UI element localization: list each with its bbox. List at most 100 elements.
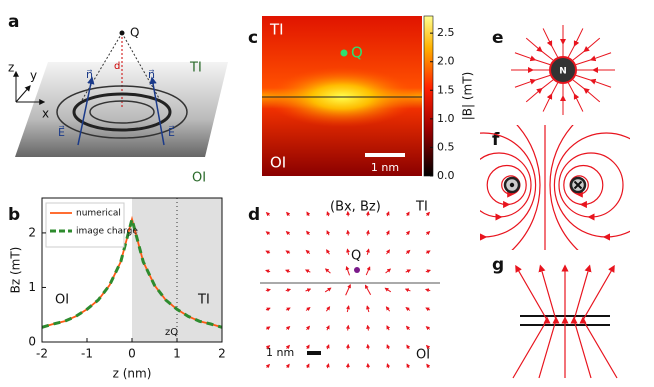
region-label: TI <box>415 200 428 215</box>
y-tick-label: 1 <box>28 280 36 294</box>
x-tick-label: -2 <box>36 347 48 361</box>
field-arrow <box>405 325 411 331</box>
colorbar-tick-label: 1.5 <box>437 83 455 96</box>
legend <box>45 202 125 248</box>
pole-label: N <box>559 67 567 77</box>
field-line <box>514 52 551 66</box>
field-arrow <box>305 363 310 369</box>
normal-label: n⃗ <box>86 68 93 81</box>
legend-label: numerical <box>76 209 121 219</box>
field-arrow <box>325 306 331 312</box>
field-arrow <box>305 288 312 293</box>
axis-label: x <box>42 107 49 121</box>
field-arrow <box>265 288 271 293</box>
x-tick-label: 2 <box>218 347 226 361</box>
field-arrow <box>425 250 431 255</box>
field-arrow <box>345 324 350 331</box>
normal-label: n⃗ <box>148 68 155 81</box>
legend-label: image charge <box>76 227 138 237</box>
field-arrow <box>386 249 390 255</box>
field-line <box>538 264 560 379</box>
region-label: TI <box>197 293 210 308</box>
panel-label: a <box>8 12 19 32</box>
field-arrow <box>285 269 291 274</box>
field-arrow <box>366 324 371 331</box>
normal-arrow <box>149 76 165 146</box>
field-arrow <box>425 344 431 350</box>
field-label: E⃗ <box>58 125 65 139</box>
field-arrow <box>364 284 372 296</box>
panel-b: b zQ OI TI numerical image charge -2 -1 0 1 2 0 1 2 z … <box>8 197 226 381</box>
wire-cross <box>573 180 583 190</box>
colorbar-tick-label: 2.5 <box>437 26 455 39</box>
field-arrow <box>325 363 330 369</box>
field-label: E⃗ <box>168 125 175 139</box>
field-arrow <box>285 230 291 236</box>
field-arrow <box>405 269 412 274</box>
charge-label: Q <box>130 26 139 40</box>
field-arrow <box>425 269 431 274</box>
field-arrow <box>385 306 391 312</box>
panel-a: a Q d n⃗ n⃗ E⃗ E⃗ z y x TI OI <box>8 12 228 186</box>
series-line <box>41 215 223 329</box>
x-tick-label: 1 <box>173 347 181 361</box>
title: (Bx, Bz) <box>330 200 381 215</box>
field-line <box>567 82 584 112</box>
panel-label: g <box>492 255 504 275</box>
field-arrow <box>285 344 290 350</box>
plane <box>15 62 228 157</box>
field-arrow <box>285 307 291 312</box>
charge <box>354 267 360 273</box>
region-label: TI <box>189 61 202 76</box>
y-tick-label: 2 <box>28 225 36 239</box>
colorbar-tick-label: 0.5 <box>437 140 455 153</box>
field-arrow <box>424 288 431 293</box>
normal-arrow <box>77 76 95 146</box>
y-tick-label: 0 <box>28 335 36 349</box>
field-arrow <box>426 363 431 369</box>
region-label: OI <box>55 293 69 308</box>
field-arrow <box>384 287 392 293</box>
field-line <box>542 28 559 58</box>
panel-label: f <box>492 130 500 150</box>
panel-d: d (Bx, Bz) TI OI Q 1 nm <box>248 200 440 369</box>
field-line <box>486 164 527 209</box>
region-label: OI <box>192 171 206 186</box>
field-arrow <box>365 210 370 217</box>
panel-label: b <box>8 205 20 225</box>
field-arrow <box>265 231 271 236</box>
field-line <box>575 52 612 66</box>
distance-label: d <box>114 61 120 72</box>
wire-dot <box>509 182 515 188</box>
field-arrow <box>326 211 331 217</box>
field-arrow <box>326 230 331 236</box>
panel-label: d <box>248 205 260 225</box>
field-arrow <box>265 250 271 255</box>
field-arrow <box>345 284 351 296</box>
field-arrow <box>365 266 371 276</box>
field-arrow <box>405 249 411 255</box>
field-arrow <box>405 211 410 217</box>
field-line <box>579 264 618 379</box>
region-label: OI <box>416 348 430 363</box>
field-arrow <box>386 344 391 350</box>
field-arrow <box>304 269 311 274</box>
field-arrow <box>324 287 332 293</box>
field-arrow <box>425 231 431 236</box>
field-arrow <box>425 326 431 331</box>
field-arrow <box>385 268 392 274</box>
field-arrow <box>366 305 370 313</box>
panel-label: e <box>492 28 504 48</box>
field-arrow <box>346 248 351 255</box>
field-arrow <box>265 212 271 217</box>
field-arrow <box>326 249 330 255</box>
field-line <box>558 152 624 221</box>
field-arrow <box>285 288 292 293</box>
axis-label: z <box>8 61 14 75</box>
field-line <box>567 28 584 58</box>
field-line <box>514 74 551 88</box>
field-arrow <box>406 363 411 369</box>
field-arrow <box>306 230 311 236</box>
field-line <box>570 264 592 379</box>
colorbar <box>423 15 434 177</box>
